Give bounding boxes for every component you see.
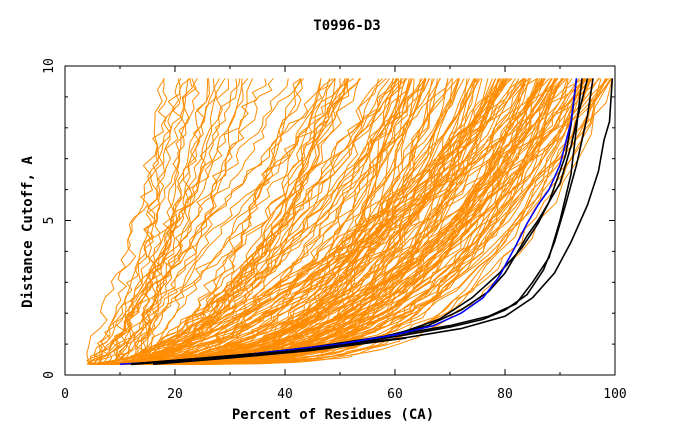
model-curve — [86, 78, 191, 365]
model-curve — [120, 78, 426, 365]
black-series-line-5 — [152, 78, 614, 365]
model-curve — [139, 78, 168, 365]
x-tick-label: 80 — [497, 387, 513, 402]
model-curve — [115, 78, 200, 365]
model-curve — [133, 78, 322, 365]
y-axis-ticks: 0 5 10 — [42, 58, 615, 379]
x-tick-label: 0 — [61, 387, 69, 402]
model-curve — [164, 78, 585, 365]
model-curve — [116, 78, 465, 365]
model-curve — [146, 78, 525, 365]
model-curve — [135, 78, 197, 365]
model-curve — [133, 77, 302, 365]
x-axis-label: Percent of Residues (CA) — [232, 407, 434, 423]
model-curve — [136, 78, 361, 365]
x-axis-ticks: 0 20 40 60 80 100 — [61, 66, 627, 402]
model-curve — [107, 78, 209, 365]
model-curve — [113, 78, 398, 365]
model-curve — [111, 78, 241, 365]
model-curve — [114, 78, 459, 365]
model-curve — [161, 78, 430, 365]
model-curve — [125, 78, 435, 365]
highlighted-model-curves — [119, 78, 614, 366]
y-tick-label: 5 — [42, 217, 57, 225]
chart-title: T0996-D3 — [313, 18, 380, 34]
model-curve — [86, 78, 289, 365]
y-tick-label: 0 — [42, 371, 57, 379]
model-curve — [146, 78, 550, 365]
x-tick-label: 20 — [167, 387, 183, 402]
model-curve — [134, 78, 193, 365]
model-curve — [147, 78, 336, 365]
model-curve — [100, 77, 334, 365]
x-tick-label: 40 — [277, 387, 293, 402]
x-tick-label: 100 — [603, 387, 626, 402]
model-curve — [93, 77, 531, 365]
model-curve — [118, 78, 387, 365]
y-tick-label: 10 — [42, 58, 57, 74]
model-curve — [97, 78, 221, 365]
model-curve — [98, 78, 336, 365]
y-axis-label: Distance Cutoff, A — [20, 156, 36, 308]
model-curve — [135, 77, 355, 365]
model-curve — [89, 78, 564, 365]
model-curve — [93, 78, 609, 365]
x-tick-label: 60 — [387, 387, 403, 402]
black-series-overlap — [130, 336, 407, 366]
model-curve — [98, 78, 254, 365]
model-curve — [93, 77, 585, 365]
model-curve — [86, 78, 407, 365]
model-curve — [141, 77, 525, 365]
model-curve — [117, 78, 341, 365]
orange-model-curves — [86, 77, 613, 365]
model-curve — [131, 78, 274, 365]
model-curve — [102, 78, 336, 365]
model-curve — [86, 78, 215, 365]
model-curve — [87, 78, 165, 365]
